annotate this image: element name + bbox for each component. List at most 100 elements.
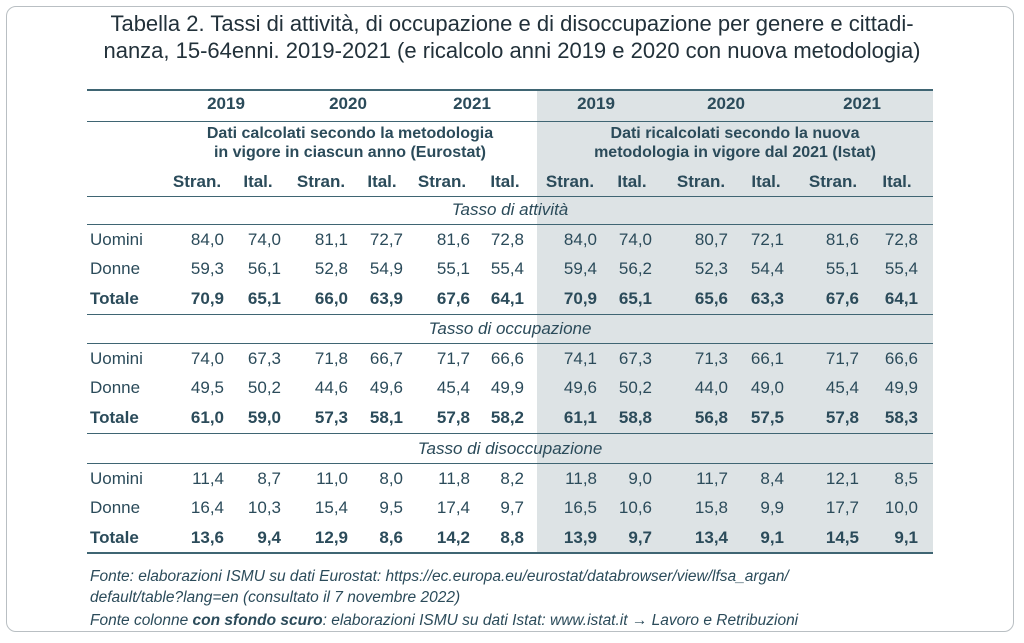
row-label: Totale: [90, 289, 139, 308]
table-cell: 56,1: [247, 259, 281, 278]
table-cell: 16,4: [190, 498, 224, 517]
row-label: Totale: [90, 528, 139, 547]
source2-prefix: Fonte colonne: [90, 612, 193, 629]
year-header: 2020: [707, 94, 745, 113]
column-subheader: Stran.: [172, 172, 222, 191]
source-line: default/table?lang=en (consultato il 7 n…: [90, 589, 461, 606]
table-cell: 13,4: [694, 528, 728, 547]
methodology-eurostat: Dati calcolati secondo la metodologia in…: [160, 124, 540, 162]
table-cell: 71,7: [825, 349, 859, 368]
section-rule: [87, 463, 933, 464]
table-cell: 55,4: [884, 259, 918, 278]
table-cell: 8,6: [379, 528, 403, 547]
column-subheader: Ital.: [367, 172, 397, 191]
table-cell: 14,5: [825, 528, 859, 547]
recalculated-columns-background: [537, 90, 933, 552]
table-cell: 8,4: [760, 469, 784, 488]
table-cell: 71,8: [314, 349, 348, 368]
source-note: Fonte: elaborazioni ISMU su dati Eurosta…: [90, 566, 930, 608]
table-cell: 84,0: [190, 230, 224, 249]
table-cell: 57,8: [825, 408, 859, 427]
table-cell: 61,0: [190, 408, 224, 427]
table-cell: 54,4: [750, 259, 784, 278]
table-cell: 55,4: [490, 259, 524, 278]
table-cell: 44,0: [694, 378, 728, 397]
table-cell: 71,7: [436, 349, 470, 368]
table-cell: 50,2: [618, 378, 652, 397]
table-cell: 17,7: [825, 498, 859, 517]
table-cell: 11,4: [192, 469, 224, 488]
table-cell: 16,5: [563, 498, 597, 517]
section-title: Tasso di attività: [451, 200, 569, 219]
table-cell: 74,0: [618, 230, 652, 249]
table-cell: 54,9: [369, 259, 403, 278]
bottom-rule: [87, 552, 933, 554]
table-cell: 17,4: [436, 498, 470, 517]
table-cell: 10,6: [618, 498, 652, 517]
table-cell: 10,0: [884, 498, 918, 517]
table-cell: 8,5: [894, 469, 918, 488]
table-cell: 49,5: [190, 378, 224, 397]
table-cell: 55,1: [825, 259, 859, 278]
table-cell: 12,9: [314, 528, 348, 547]
table-cell: 11,0: [316, 469, 348, 488]
header-rule: [87, 196, 933, 197]
table-cell: 72,7: [369, 230, 403, 249]
table-cell: 66,6: [490, 349, 524, 368]
table-cell: 55,1: [436, 259, 470, 278]
table-cell: 58,8: [618, 408, 652, 427]
table-cell: 59,0: [247, 408, 281, 427]
row-label: Uomini: [90, 349, 143, 368]
table-cell: 66,1: [750, 349, 784, 368]
table-cell: 13,6: [190, 528, 224, 547]
table-cell: 74,0: [247, 230, 281, 249]
table-cell: 49,6: [563, 378, 597, 397]
column-subheader: Ital.: [882, 172, 912, 191]
methodology-eurostat-line: Dati calcolati secondo la metodologia: [206, 125, 494, 142]
table-cell: 66,6: [884, 349, 918, 368]
title-line-2: nanza, 15-64enni. 2019-2021 (e ricalcolo…: [103, 38, 921, 63]
table-cell: 9,0: [628, 469, 652, 488]
row-label: Donne: [90, 259, 141, 278]
table-cell: 52,8: [314, 259, 348, 278]
column-subheader: Stran.: [417, 172, 467, 191]
table-cell: 57,5: [750, 408, 784, 427]
table-cell: 9,9: [760, 498, 784, 517]
table-cell: 8,7: [257, 469, 281, 488]
table-cell: 8,2: [500, 469, 524, 488]
table-cell: 58,2: [490, 408, 524, 427]
table-cell: 14,2: [436, 528, 470, 547]
table-cell: 11,8: [438, 469, 470, 488]
table-cell: 67,6: [825, 289, 859, 308]
year-header: 2019: [577, 94, 615, 113]
table-cell: 63,9: [369, 289, 403, 308]
table-cell: 72,8: [884, 230, 918, 249]
section-title: Tasso di occupazione: [428, 319, 592, 338]
section-rule: [87, 224, 933, 225]
table-cell: 81,1: [314, 230, 348, 249]
table-cell: 45,4: [436, 378, 470, 397]
table-cell: 81,6: [436, 230, 470, 249]
table-cell: 67,3: [618, 349, 652, 368]
table-cell: 49,0: [750, 378, 784, 397]
table-cell: 56,2: [618, 259, 652, 278]
table-cell: 50,2: [247, 378, 281, 397]
column-subheader: Ital.: [751, 172, 781, 191]
column-subheader: Stran.: [545, 172, 595, 191]
year-header: 2019: [207, 94, 245, 113]
table-cell: 65,1: [247, 289, 281, 308]
table-cell: 70,9: [190, 289, 224, 308]
table-cell: 66,0: [314, 289, 348, 308]
table-cell: 67,3: [247, 349, 281, 368]
table-cell: 64,1: [490, 289, 524, 308]
table-cell: 9,1: [760, 528, 784, 547]
table-cell: 80,7: [694, 230, 728, 249]
section-title: Tasso di disoccupazione: [417, 439, 603, 458]
table-cell: 74,0: [190, 349, 224, 368]
title-line-1: Tabella 2. Tassi di attività, di occupaz…: [110, 11, 914, 36]
section-rule: [87, 314, 933, 315]
source2-bold: con sfondo scuro: [192, 612, 323, 629]
table-cell: 58,3: [884, 408, 918, 427]
table-cell: 61,1: [563, 408, 597, 427]
table-cell: 44,6: [314, 378, 348, 397]
